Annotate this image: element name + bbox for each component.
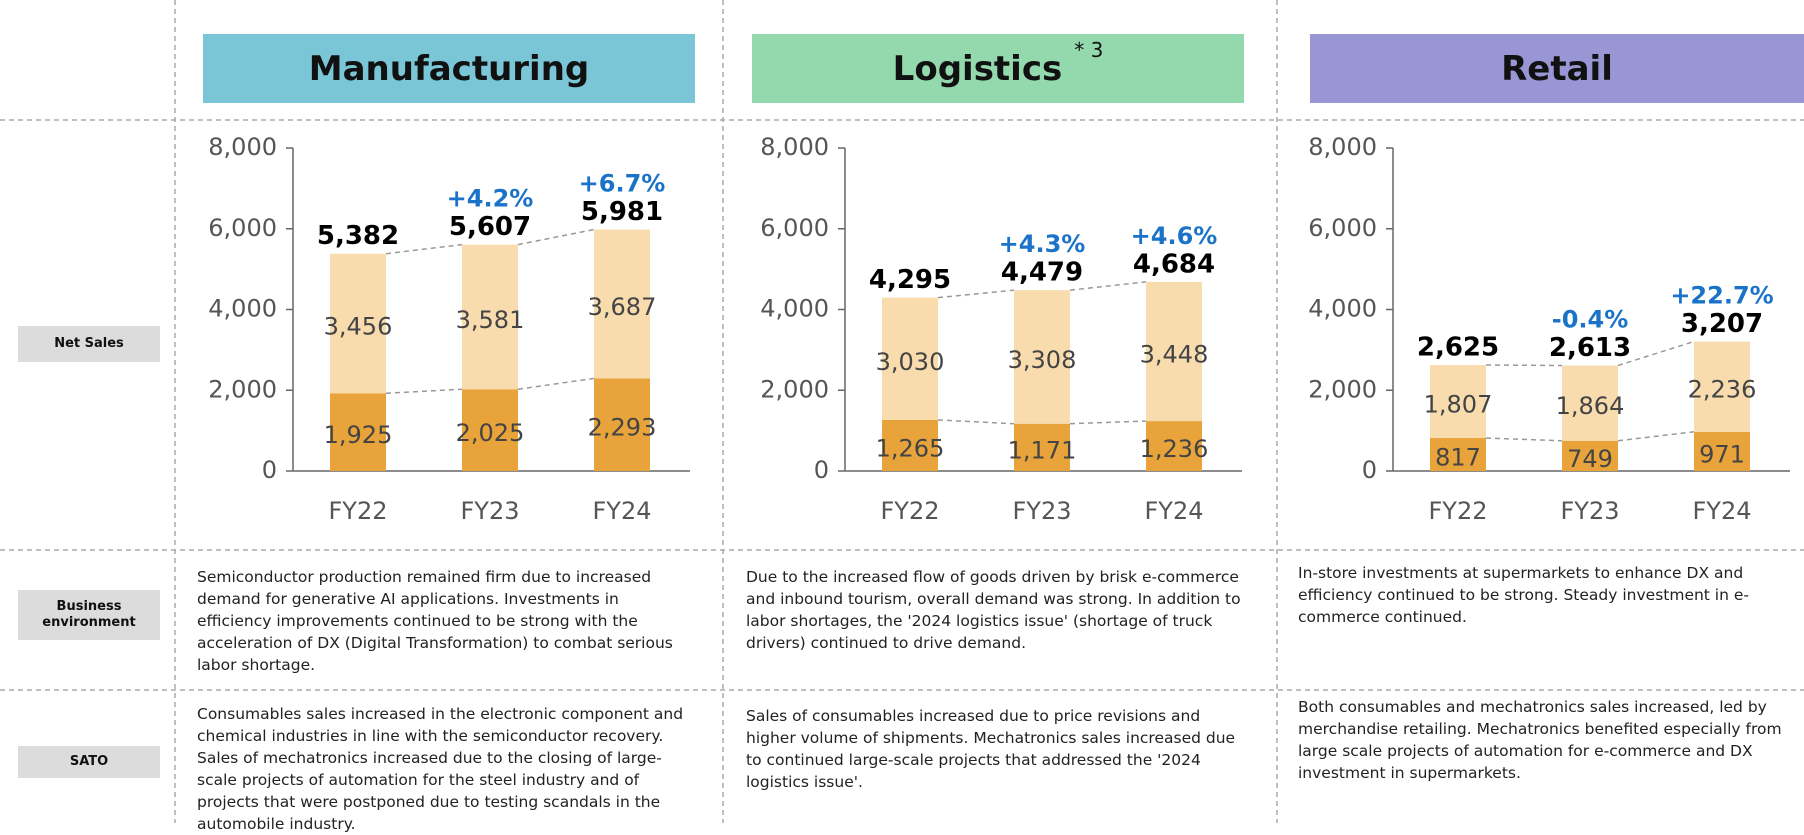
connector — [1486, 438, 1562, 441]
x-tick-label: FY22 — [1428, 497, 1487, 525]
segment-label: 817 — [1435, 444, 1481, 472]
x-tick-label: FY23 — [460, 497, 519, 525]
row-label: SATO — [18, 746, 160, 778]
segment-label: 3,687 — [588, 293, 657, 321]
y-tick-label: 8,000 — [1308, 133, 1377, 161]
x-tick-label: FY22 — [880, 497, 939, 525]
x-tick-label: FY23 — [1012, 497, 1071, 525]
connector — [1070, 421, 1146, 424]
y-tick-label: 4,000 — [1308, 295, 1377, 323]
total-label: 5,607 — [449, 212, 531, 242]
x-tick-label: FY22 — [328, 497, 387, 525]
segment-label: 971 — [1699, 440, 1745, 468]
connector — [938, 420, 1014, 424]
y-tick-label: 4,000 — [760, 295, 829, 323]
total-label: 4,479 — [1001, 258, 1083, 288]
total-label: 5,981 — [581, 197, 663, 227]
panel-header: Logistics * 3 — [752, 34, 1244, 103]
growth-label: +4.2% — [447, 185, 534, 213]
segment-label: 3,030 — [876, 348, 945, 376]
note: * 3 — [1074, 38, 1103, 62]
x-tick-label: FY23 — [1560, 497, 1619, 525]
row-label: Net Sales — [18, 326, 160, 362]
connector — [1618, 432, 1694, 441]
y-tick-label: 6,000 — [760, 214, 829, 242]
segment-label: 1,171 — [1008, 436, 1077, 464]
y-tick-label: 0 — [262, 456, 277, 484]
panel-header: Retail — [1310, 34, 1804, 103]
segment-label: 3,448 — [1140, 340, 1209, 368]
environment-text: In-store investments at supermarkets to … — [1298, 562, 1798, 628]
sato-text: Sales of consumables increased due to pr… — [746, 705, 1246, 793]
x-tick-label: FY24 — [1144, 497, 1203, 525]
sato-text: Both consumables and mechatronics sales … — [1298, 696, 1798, 784]
sato-text: Consumables sales increased in the elect… — [197, 703, 697, 835]
panel-title: Logistics — [893, 49, 1063, 89]
segment-label: 3,581 — [456, 306, 525, 334]
y-tick-label: 2,000 — [208, 375, 277, 403]
total-label: 2,613 — [1549, 333, 1631, 363]
y-tick-label: 8,000 — [208, 133, 277, 161]
y-tick-label: 6,000 — [208, 214, 277, 242]
x-tick-label: FY24 — [592, 497, 651, 525]
y-tick-label: 2,000 — [760, 375, 829, 403]
row-label: Business environment — [18, 590, 160, 640]
connector — [386, 389, 462, 393]
growth-label: +4.3% — [999, 230, 1086, 258]
panel-title: Retail — [1501, 49, 1613, 89]
segment-label: 1,864 — [1556, 392, 1625, 420]
growth-label: +6.7% — [579, 170, 666, 198]
segment-label: 1,925 — [324, 421, 393, 449]
total-label: 3,207 — [1681, 309, 1763, 339]
x-tick-label: FY24 — [1692, 497, 1751, 525]
segment-label: 2,293 — [588, 414, 657, 442]
y-tick-label: 4,000 — [208, 295, 277, 323]
panel-title: Manufacturing — [309, 49, 590, 89]
segment-label: 1,807 — [1424, 391, 1493, 419]
segment-label: 3,456 — [324, 313, 393, 341]
segment-label: 2,236 — [1688, 376, 1757, 404]
growth-label: -0.4% — [1552, 306, 1629, 334]
y-tick-label: 8,000 — [760, 133, 829, 161]
total-label: 4,295 — [869, 265, 951, 295]
growth-label: +4.6% — [1131, 222, 1218, 250]
total-label: 2,625 — [1417, 333, 1499, 363]
segment-label: 749 — [1567, 445, 1613, 473]
y-tick-label: 0 — [1362, 456, 1377, 484]
total-label: 5,382 — [317, 221, 399, 251]
segment-label: 1,265 — [876, 434, 945, 462]
growth-label: +22.7% — [1670, 282, 1773, 310]
segment-label: 1,236 — [1140, 435, 1209, 463]
environment-text: Semiconductor production remained firm d… — [197, 566, 697, 676]
environment-text: Due to the increased flow of goods drive… — [746, 566, 1246, 654]
panel-header: Manufacturing — [203, 34, 695, 103]
segment-label: 3,308 — [1008, 346, 1077, 374]
total-label: 4,684 — [1133, 249, 1215, 279]
segment-label: 2,025 — [456, 419, 525, 447]
y-tick-label: 2,000 — [1308, 375, 1377, 403]
y-tick-label: 0 — [814, 456, 829, 484]
connector — [518, 378, 594, 389]
y-tick-label: 6,000 — [1308, 214, 1377, 242]
